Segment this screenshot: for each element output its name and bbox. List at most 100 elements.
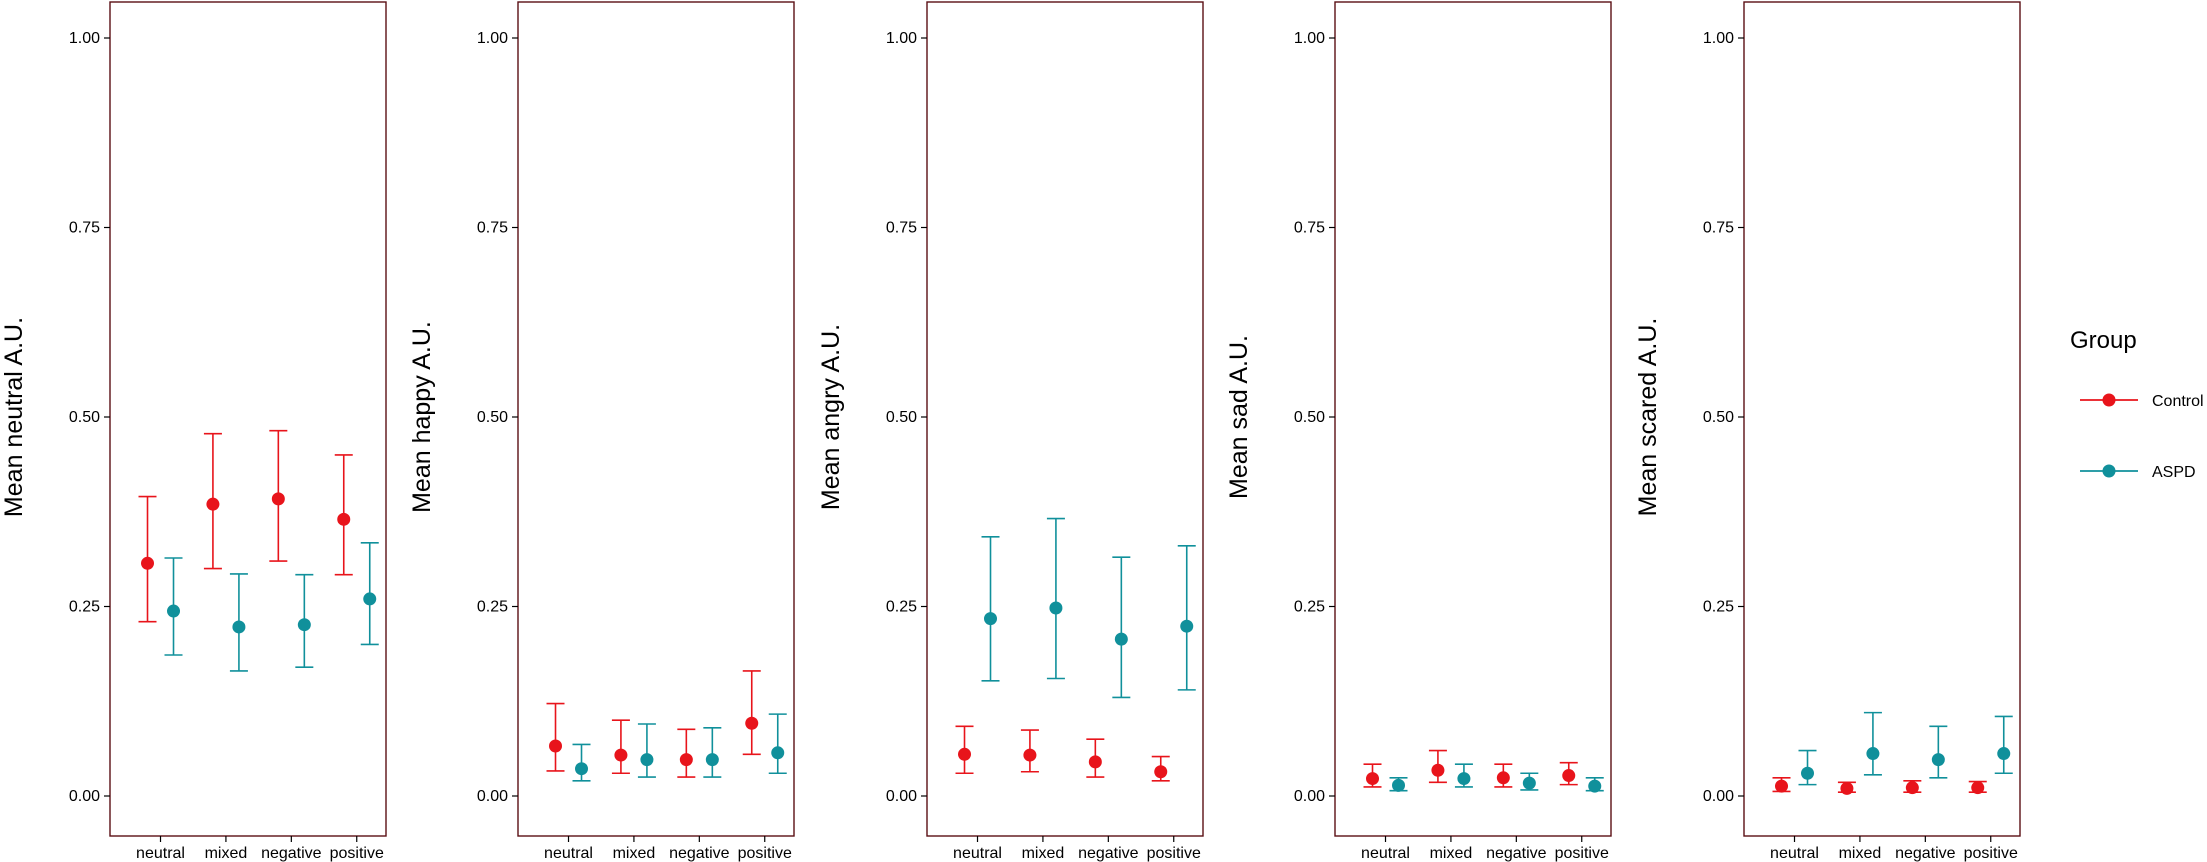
x-tick-label: negative [669, 845, 730, 862]
panel-mean-angry-a-u: 0.00 0.25 0.50 0.75 1.00 Mean angry A.U. neutr… [817, 1, 1204, 862]
y-tick-label: 0.75 [1294, 220, 1325, 237]
data-point [337, 512, 351, 526]
x-tick-label: neutral [544, 845, 593, 862]
data-point [1392, 778, 1406, 792]
data-point [1023, 748, 1037, 762]
x-tick-label: positive [1147, 845, 1201, 862]
legend: Group Control ASPD [2070, 327, 2204, 481]
data-point [1588, 779, 1602, 793]
y-tick-label: 0.25 [477, 599, 508, 616]
panel-frame [109, 1, 387, 837]
data-point [1088, 755, 1102, 769]
y-axis-label: Mean sad A.U. [1225, 335, 1253, 499]
x-tick-label: mixed [1839, 845, 1882, 862]
y-tick-label: 0.25 [69, 599, 100, 616]
y-tick-label: 0.50 [1294, 409, 1325, 426]
x-tick-label: negative [261, 845, 322, 862]
data-point [679, 753, 693, 767]
chart-panels: 0.00 0.25 0.50 0.75 1.00 Mean neutral A.U. neu… [0, 1, 2021, 862]
y-axis-label: Mean happy A.U. [408, 321, 436, 513]
x-tick-label: negative [1895, 845, 1956, 862]
x-tick-label: neutral [136, 845, 185, 862]
series-aspd [164, 542, 379, 672]
x-tick-label: mixed [1430, 845, 1473, 862]
data-point [1931, 753, 1945, 767]
data-point [1866, 747, 1880, 761]
legend-label: ASPD [2152, 464, 2196, 481]
x-tick-label: mixed [205, 845, 248, 862]
y-tick-label: 0.50 [1703, 409, 1734, 426]
data-point [363, 592, 377, 606]
x-tick-label: neutral [1361, 845, 1410, 862]
data-point [1180, 619, 1194, 633]
x-tick-label: positive [330, 845, 384, 862]
x-tick-label: positive [1555, 845, 1609, 862]
y-tick-label: 0.75 [477, 220, 508, 237]
series-aspd [572, 713, 787, 782]
y-tick-label: 0.50 [69, 409, 100, 426]
panel-frame [517, 1, 795, 837]
legend-key-point [2102, 393, 2116, 407]
data-point [1431, 763, 1445, 777]
data-point [271, 492, 285, 506]
data-point [1775, 779, 1789, 793]
data-point [1562, 769, 1576, 783]
data-point [1801, 766, 1815, 780]
series-aspd [981, 517, 1196, 699]
series-control [546, 670, 761, 778]
data-point [640, 753, 654, 767]
y-tick-label: 1.00 [886, 30, 917, 47]
y-tick-label: 0.25 [886, 599, 917, 616]
legend-item-aspd: ASPD [2080, 464, 2196, 481]
data-point [1971, 781, 1985, 795]
data-point [745, 716, 759, 730]
y-tick-label: 0.25 [1294, 599, 1325, 616]
data-point [1049, 601, 1063, 615]
x-tick-label: negative [1078, 845, 1139, 862]
series-control [955, 725, 1170, 782]
x-tick-label: mixed [613, 845, 656, 862]
y-axis-label: Mean angry A.U. [817, 324, 845, 510]
data-point [167, 604, 181, 618]
data-point [549, 739, 563, 753]
y-tick-label: 1.00 [69, 30, 100, 47]
data-point [1154, 765, 1168, 779]
data-point [1457, 772, 1471, 786]
panel-mean-scared-a-u: 0.00 0.25 0.50 0.75 1.00 Mean scared A.U. neut… [1634, 1, 2021, 862]
data-point [232, 620, 246, 634]
x-tick-label: positive [1964, 845, 2018, 862]
y-tick-label: 0.75 [886, 220, 917, 237]
y-tick-label: 1.00 [1294, 30, 1325, 47]
data-point [1905, 781, 1919, 795]
panel-frame [926, 1, 1204, 837]
data-point [705, 753, 719, 767]
data-point [1114, 632, 1128, 646]
data-point [1496, 771, 1510, 785]
y-tick-label: 0.50 [477, 409, 508, 426]
y-axis-label: Mean neutral A.U. [0, 317, 28, 517]
data-point [575, 762, 589, 776]
legend-title: Group [2070, 327, 2137, 354]
data-point [297, 618, 311, 632]
data-point [1366, 772, 1380, 786]
series-control [138, 429, 353, 623]
y-axis-label: Mean scared A.U. [1634, 318, 1662, 517]
panel-frame [1743, 1, 2021, 837]
x-tick-label: negative [1486, 845, 1547, 862]
y-tick-label: 0.50 [886, 409, 917, 426]
data-point [771, 746, 785, 760]
y-tick-label: 0.75 [69, 220, 100, 237]
legend-key-point [2102, 464, 2116, 478]
x-tick-label: neutral [953, 845, 1002, 862]
series-aspd [1389, 763, 1604, 793]
panel-mean-sad-a-u: 0.00 0.25 0.50 0.75 1.00 Mean sad A.U. neutral… [1225, 1, 1612, 862]
data-point [614, 748, 628, 762]
data-point [141, 556, 155, 570]
y-tick-label: 0.00 [886, 788, 917, 805]
x-tick-label: neutral [1770, 845, 1819, 862]
legend-label: Control [2152, 393, 2204, 410]
series-control [1772, 777, 1987, 795]
x-tick-label: mixed [1022, 845, 1065, 862]
data-point [958, 747, 972, 761]
